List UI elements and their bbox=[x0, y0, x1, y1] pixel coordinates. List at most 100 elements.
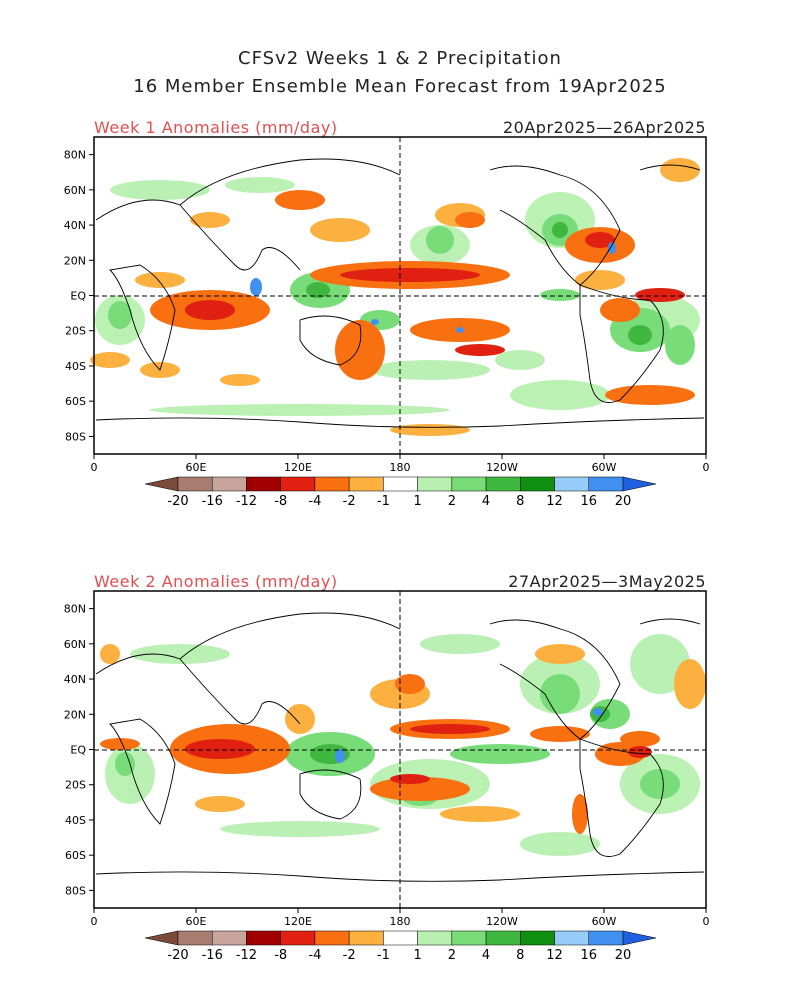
lat-tick-label: 40N bbox=[64, 673, 86, 686]
week1-date-range: 20Apr2025—26Apr2025 bbox=[502, 118, 706, 137]
lat-tick-label: 40S bbox=[65, 814, 86, 827]
lon-tick-label: 60W bbox=[592, 915, 617, 928]
colorbar-swatch bbox=[211, 476, 247, 492]
lat-tick-label: 20N bbox=[64, 254, 86, 267]
lat-tick-label: 20N bbox=[64, 708, 86, 721]
lat-tick-label: 60N bbox=[64, 184, 86, 197]
colorbar-swatch bbox=[520, 476, 555, 492]
colorbar-label: -20 bbox=[167, 948, 188, 963]
colorbar-swatch bbox=[588, 476, 624, 492]
colorbar-label: 1 bbox=[413, 494, 421, 509]
colorbar-swatch bbox=[246, 930, 281, 946]
lon-tick-label: 0 bbox=[91, 461, 98, 474]
colorbar-swatch bbox=[383, 930, 418, 946]
lat-tick-label: 80N bbox=[64, 149, 86, 162]
lat-tick-label: 20S bbox=[65, 779, 86, 792]
colorbar-label: -4 bbox=[308, 494, 321, 509]
colorbar-label: 12 bbox=[546, 948, 563, 963]
title-line-2: 16 Member Ensemble Mean Forecast from 19… bbox=[133, 76, 667, 97]
lat-tick-label: 20S bbox=[65, 325, 86, 338]
lat-tick-label: 80S bbox=[65, 884, 86, 897]
colorbar-label: -4 bbox=[308, 948, 321, 963]
colorbar-swatch bbox=[554, 476, 590, 492]
colorbar-label: -8 bbox=[274, 494, 287, 509]
colorbar-swatch bbox=[520, 930, 555, 946]
colorbar-left-arrow bbox=[144, 930, 179, 946]
lon-tick-label: 0 bbox=[703, 915, 710, 928]
colorbar-swatch bbox=[451, 930, 487, 946]
colorbar-label: 16 bbox=[580, 948, 597, 963]
week2-colorbar: -20 -16 -12 -8 -4 -2 -1 1 2 4 8 12 16 20 bbox=[144, 930, 657, 963]
colorbar-swatch bbox=[280, 930, 316, 946]
colorbar-label: -2 bbox=[343, 494, 356, 509]
lat-tick-label: 80N bbox=[64, 603, 86, 616]
colorbar-label: 8 bbox=[516, 948, 524, 963]
colorbar-swatch bbox=[485, 476, 521, 492]
lat-tick-label: 40N bbox=[64, 219, 86, 232]
lon-tick-label: 60E bbox=[186, 915, 207, 928]
lon-tick-label: 180 bbox=[390, 915, 411, 928]
colorbar-label: 16 bbox=[580, 494, 597, 509]
colorbar-label: 4 bbox=[482, 494, 490, 509]
colorbar-label: -16 bbox=[202, 948, 223, 963]
colorbar-swatch bbox=[280, 476, 316, 492]
colorbar-label: 20 bbox=[615, 494, 632, 509]
colorbar-swatch bbox=[485, 930, 521, 946]
lon-tick-label: 120E bbox=[284, 915, 312, 928]
colorbar-swatch bbox=[554, 930, 590, 946]
colorbar-label: -12 bbox=[236, 494, 257, 509]
lon-tick-label: 120E bbox=[284, 461, 312, 474]
title-line-1: CFSv2 Weeks 1 & 2 Precipitation bbox=[238, 48, 562, 69]
lon-tick-label: 0 bbox=[703, 461, 710, 474]
colorbar-label: -12 bbox=[236, 948, 257, 963]
lat-tick-label: EQ bbox=[70, 290, 86, 303]
colorbar-label: -8 bbox=[274, 948, 287, 963]
lon-tick-label: 0 bbox=[91, 915, 98, 928]
colorbar-left-arrow bbox=[144, 476, 179, 492]
colorbar-swatch bbox=[177, 476, 213, 492]
colorbar-swatch bbox=[451, 476, 487, 492]
lat-tick-label: 60S bbox=[65, 395, 86, 408]
lat-tick-label: 80S bbox=[65, 430, 86, 443]
colorbar-label: 1 bbox=[413, 948, 421, 963]
colorbar-swatch bbox=[314, 930, 350, 946]
week1-colorbar: -20 -16 -12 -8 -4 -2 -1 1 2 4 8 12 16 20 bbox=[144, 476, 657, 509]
lat-tick-label: EQ bbox=[70, 744, 86, 757]
colorbar-swatch bbox=[314, 476, 350, 492]
colorbar-swatch bbox=[588, 930, 624, 946]
lon-tick-label: 180 bbox=[390, 461, 411, 474]
lon-tick-label: 60W bbox=[592, 461, 617, 474]
lat-tick-label: 60S bbox=[65, 849, 86, 862]
colorbar-swatch bbox=[417, 930, 453, 946]
lon-tick-label: 60E bbox=[186, 461, 207, 474]
week2-map: 80N 60N 40N 20N EQ 20S 40S 60S 80S 0 60E 120E 180 12… bbox=[64, 590, 710, 928]
lon-tick-label: 120W bbox=[486, 461, 518, 474]
colorbar-label: 20 bbox=[615, 948, 632, 963]
colorbar-swatch bbox=[348, 476, 384, 492]
colorbar-label: -2 bbox=[343, 948, 356, 963]
colorbar-label: 4 bbox=[482, 948, 490, 963]
colorbar-label: -1 bbox=[377, 948, 390, 963]
colorbar-swatch bbox=[177, 930, 213, 946]
colorbar-swatch bbox=[246, 476, 281, 492]
week2-date-range: 27Apr2025—3May2025 bbox=[508, 572, 706, 591]
lon-tick-label: 120W bbox=[486, 915, 518, 928]
week2-panel-label: Week 2 Anomalies (mm/day) bbox=[94, 572, 338, 591]
colorbar-label: 2 bbox=[448, 494, 456, 509]
colorbar-swatch bbox=[348, 930, 384, 946]
colorbar-label: 2 bbox=[448, 948, 456, 963]
colorbar-right-arrow bbox=[622, 930, 657, 946]
colorbar-right-arrow bbox=[622, 476, 657, 492]
colorbar-label: -20 bbox=[167, 494, 188, 509]
colorbar-swatch bbox=[417, 476, 453, 492]
colorbar-swatch bbox=[211, 930, 247, 946]
week2-coastlines bbox=[95, 612, 705, 882]
colorbar-label: -1 bbox=[377, 494, 390, 509]
colorbar-label: 12 bbox=[546, 494, 563, 509]
week1-map: 80N 60N 40N 20N EQ 20S 40S 60S 80S 0 60E 120E 180 12… bbox=[64, 136, 710, 474]
week1-panel-label: Week 1 Anomalies (mm/day) bbox=[94, 118, 338, 137]
lat-tick-label: 40S bbox=[65, 360, 86, 373]
lat-tick-label: 60N bbox=[64, 638, 86, 651]
colorbar-label: -16 bbox=[202, 494, 223, 509]
colorbar-swatch bbox=[383, 476, 418, 492]
